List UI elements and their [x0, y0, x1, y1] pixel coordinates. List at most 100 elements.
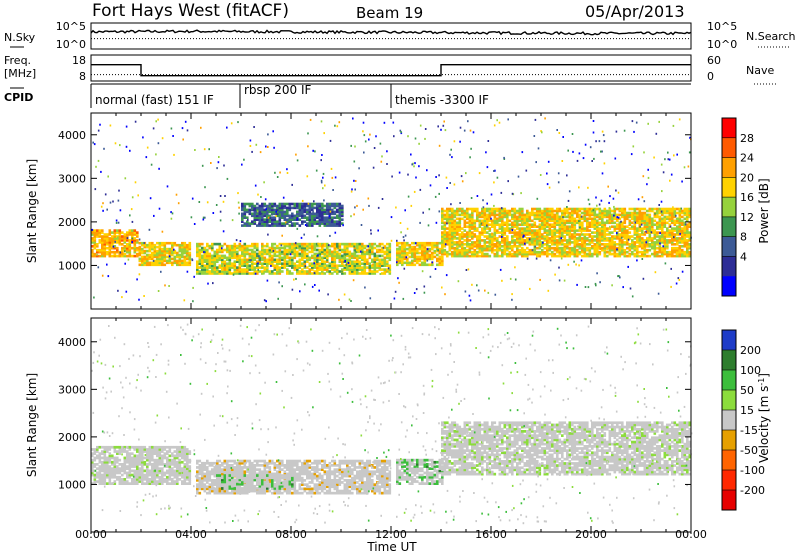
scatter-cell: [392, 121, 395, 124]
heatmap-cell: [621, 252, 624, 256]
scatter-cell: [313, 262, 315, 265]
heatmap-cell: [298, 204, 302, 208]
heatmap-cell: [543, 215, 547, 219]
heatmap-cell: [228, 252, 232, 256]
heatmap-cell: [478, 239, 482, 242]
heatmap-cell: [456, 229, 459, 232]
scatter-cell: [370, 232, 372, 235]
heatmap-cell: [276, 244, 279, 248]
heatmap-cell: [421, 255, 424, 259]
heatmap-cell: [466, 245, 469, 248]
heatmap-cell: [301, 206, 304, 210]
heatmap-cell: [366, 248, 369, 252]
heatmap-cell: [118, 452, 122, 455]
heatmap-cell: [603, 245, 607, 248]
heatmap-cell: [678, 213, 682, 217]
heatmap-cell: [596, 231, 599, 234]
heatmap-cell: [428, 243, 432, 247]
heatmap-cell: [373, 260, 377, 263]
heatmap-cell: [198, 248, 202, 252]
scatter-cell: [677, 277, 680, 280]
heatmap-cell: [263, 270, 267, 273]
heatmap-cell: [561, 250, 564, 254]
heatmap-cell: [228, 246, 232, 250]
scatter-cell: [369, 133, 371, 136]
heatmap-cell: [126, 248, 129, 252]
heatmap-cell: [233, 244, 237, 248]
heatmap-cell: [471, 211, 474, 215]
heatmap-cell: [331, 254, 334, 258]
heatmap-cell: [476, 227, 479, 230]
heatmap-cell: [401, 249, 404, 253]
heatmap-cell: [498, 207, 502, 211]
heatmap-cell: [636, 233, 639, 236]
heatmap-cell: [293, 214, 297, 218]
heatmap-cell: [603, 223, 607, 226]
scatter-cell: [117, 221, 120, 224]
heatmap-cell: [518, 250, 522, 254]
heatmap-cell: [321, 270, 324, 273]
heatmap-cell: [241, 272, 244, 275]
heatmap-cell: [593, 245, 597, 248]
heatmap-cell: [481, 223, 484, 226]
heatmap-cell: [106, 243, 109, 246]
velocity-data-cells: [91, 323, 693, 525]
heatmap-cell: [323, 268, 327, 271]
heatmap-cell: [338, 258, 342, 262]
heatmap-cell: [456, 225, 459, 228]
heatmap-cell: [581, 248, 584, 252]
heatmap-cell: [581, 221, 584, 225]
heatmap-cell: [378, 250, 382, 254]
heatmap-cell: [341, 264, 344, 267]
scatter-cell: [161, 230, 164, 233]
heatmap-cell: [258, 206, 262, 210]
heatmap-cell: [526, 221, 529, 225]
scatter-cell: [609, 225, 611, 228]
heatmap-cell: [128, 229, 132, 232]
heatmap-cell: [98, 248, 102, 252]
heatmap-cell: [571, 233, 574, 236]
heatmap-cell: [443, 250, 447, 254]
heatmap-cell: [596, 241, 599, 244]
heatmap-cell: [361, 256, 364, 260]
heatmap-cell: [666, 215, 669, 219]
heatmap-cell: [501, 211, 504, 215]
heatmap-cell: [463, 250, 467, 254]
scatter-cell: [219, 219, 222, 222]
heatmap-cell: [303, 272, 307, 275]
heatmap-cell: [458, 252, 462, 256]
heatmap-cell: [173, 257, 177, 261]
heatmap-cell: [636, 237, 639, 240]
heatmap-cell: [238, 256, 242, 260]
heatmap-cell: [588, 215, 592, 219]
heatmap-cell: [123, 235, 127, 238]
heatmap-cell: [621, 248, 624, 252]
heatmap-cell: [331, 216, 334, 219]
heatmap-cell: [623, 250, 627, 254]
scatter-cell: [182, 138, 184, 141]
scatter-cell: [521, 221, 524, 224]
heatmap-cell: [583, 213, 587, 217]
heatmap-cell: [293, 204, 297, 208]
heatmap-cell: [458, 223, 462, 226]
heatmap-cell: [401, 251, 404, 255]
heatmap-cell: [496, 209, 499, 213]
heatmap-cell: [608, 233, 612, 236]
heatmap-cell: [486, 246, 489, 250]
heatmap-cell: [636, 246, 639, 250]
heatmap-cell: [538, 219, 542, 223]
heatmap-cell: [271, 208, 274, 212]
heatmap-cell: [288, 256, 292, 260]
heatmap-cell: [681, 252, 684, 256]
scatter-cell: [108, 250, 111, 252]
scatter-cell: [280, 244, 283, 247]
heatmap-cell: [491, 213, 494, 217]
scatter-cell: [595, 284, 597, 287]
heatmap-cell: [336, 222, 339, 225]
scatter-cell: [415, 288, 418, 291]
heatmap-cell: [436, 259, 439, 263]
heatmap-cell: [281, 252, 284, 256]
heatmap-cell: [591, 237, 594, 240]
heatmap-cell: [231, 254, 234, 258]
heatmap-cell: [531, 213, 534, 217]
